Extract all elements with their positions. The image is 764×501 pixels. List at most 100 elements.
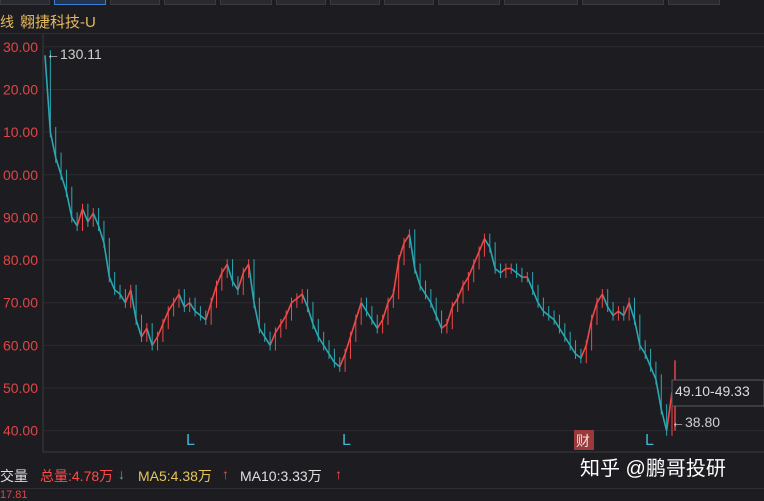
price-segment	[87, 212, 94, 223]
y-tick-label: 10.00	[3, 124, 38, 140]
price-segment	[301, 293, 309, 308]
volume-ma5: MA5:4.38万	[138, 468, 212, 484]
price-segment	[258, 327, 266, 338]
price-segment	[537, 302, 545, 312]
price-segment	[580, 345, 587, 359]
tab[interactable]	[582, 0, 664, 5]
price-segment	[435, 315, 443, 329]
price-segment	[649, 366, 657, 380]
price-segment	[408, 234, 416, 269]
price-segment	[119, 293, 127, 304]
price-segment	[355, 302, 362, 321]
price-segment	[612, 310, 619, 317]
earnings-badge[interactable]	[574, 430, 594, 450]
tab[interactable]	[164, 0, 216, 5]
tab[interactable]	[220, 0, 272, 5]
price-segment	[446, 306, 454, 325]
price-segment	[596, 293, 604, 304]
tab[interactable]	[504, 0, 578, 5]
grid	[43, 46, 764, 432]
price-segment	[44, 55, 52, 133]
price-segment	[392, 259, 400, 295]
tab[interactable]	[330, 0, 380, 5]
y-tick-label: 40.00	[3, 423, 38, 439]
tab[interactable]	[276, 0, 326, 5]
price-segment	[601, 293, 609, 308]
price-segment	[467, 264, 475, 278]
price-segment	[365, 310, 373, 321]
price-segment	[205, 302, 212, 321]
price-segment	[54, 157, 62, 175]
price-segment	[526, 276, 534, 291]
price-segment	[291, 297, 298, 304]
tab[interactable]	[668, 0, 720, 5]
price-segment	[558, 327, 566, 338]
price-segment	[199, 314, 207, 321]
price-segment	[65, 191, 73, 218]
price-segment	[60, 174, 68, 193]
tab[interactable]	[384, 0, 434, 5]
price-segment	[312, 323, 320, 338]
price-segment	[269, 332, 277, 346]
price-segment	[633, 319, 641, 346]
y-tick-label: 20.00	[3, 81, 38, 97]
price-segment	[639, 344, 646, 355]
price-segment	[655, 379, 663, 410]
candles	[49, 50, 676, 436]
price-segment	[419, 285, 427, 295]
stock-name[interactable]: 翱捷科技-U	[20, 14, 96, 31]
price-segment	[617, 310, 625, 317]
high-annotation: ←130.11	[46, 46, 102, 62]
price-segment	[221, 263, 228, 274]
marker-l[interactable]: L	[645, 432, 654, 449]
tab[interactable]	[110, 0, 160, 5]
tab[interactable]	[438, 0, 500, 5]
price-segment	[397, 242, 405, 261]
price-segment	[381, 302, 389, 321]
price-segment	[500, 267, 507, 274]
marker-l[interactable]: L	[186, 432, 195, 449]
y-tick-label: 30.00	[3, 39, 38, 55]
price-segment	[349, 319, 357, 338]
price-segment	[569, 344, 577, 355]
price-segment	[151, 336, 159, 346]
last-range-label: 49.10-49.33	[675, 383, 750, 399]
price-segment	[371, 319, 378, 329]
price-series	[44, 55, 673, 431]
price-segment	[237, 272, 245, 291]
y-tick-label: 50.00	[3, 380, 38, 396]
tab-active[interactable]	[54, 0, 106, 5]
price-segment	[623, 302, 630, 316]
price-segment	[607, 306, 614, 316]
price-segment	[280, 315, 287, 325]
price-segment	[146, 328, 153, 346]
price-segment	[285, 302, 293, 316]
chart-header: 线 翱捷科技-U	[0, 6, 764, 32]
price-segment	[483, 238, 491, 248]
price-segment	[189, 302, 196, 312]
price-segment	[135, 319, 143, 338]
price-segment	[424, 293, 432, 304]
price-segment	[414, 268, 421, 286]
volume-total: 总量:4.78万	[40, 468, 114, 484]
price-segment	[553, 319, 561, 329]
price-segment	[167, 302, 175, 312]
price-segment	[516, 272, 523, 278]
price-segment	[462, 276, 470, 287]
range-box	[671, 379, 764, 407]
price-segment	[306, 306, 314, 325]
price-segment	[494, 267, 502, 274]
marker-l[interactable]: L	[342, 432, 351, 449]
price-segment	[172, 293, 180, 304]
y-tick-label: 90.00	[3, 209, 38, 225]
price-segment	[456, 285, 464, 299]
price-segment	[274, 323, 282, 333]
price-segment	[344, 336, 352, 355]
tab[interactable]	[0, 0, 50, 5]
volume-axis-label: 17.81	[0, 489, 28, 501]
price-segment	[92, 212, 100, 227]
price-segment	[376, 319, 384, 329]
price-chart[interactable]: 30.00 20.00 10.00 00.00 90.00 80.00 70.00 60.00…	[0, 34, 764, 460]
price-segment	[403, 234, 411, 244]
price-segment	[253, 302, 261, 329]
